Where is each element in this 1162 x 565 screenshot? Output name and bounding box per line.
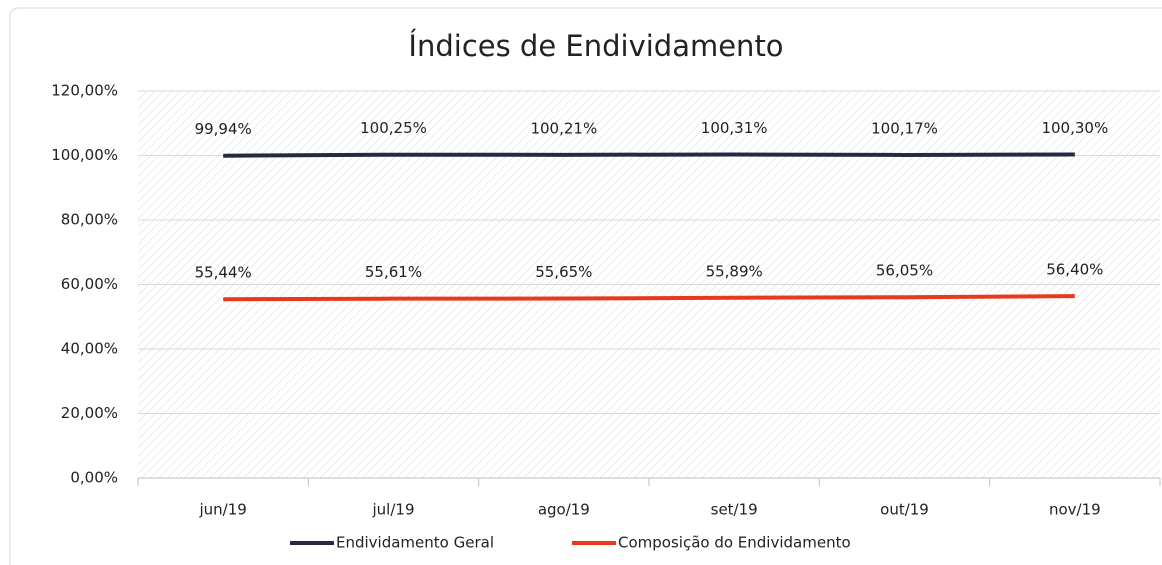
data-label: 100,25%: [360, 119, 427, 137]
x-tick-label: out/19: [880, 501, 929, 519]
data-label: 55,65%: [535, 263, 592, 281]
x-tick-label: jun/19: [199, 501, 247, 519]
legend-label: Endividamento Geral: [336, 534, 494, 552]
x-tick-label: nov/19: [1049, 501, 1101, 519]
data-label: 55,44%: [195, 264, 252, 282]
data-label: 55,61%: [365, 263, 422, 281]
data-label: 100,30%: [1041, 119, 1108, 137]
data-label: 100,31%: [701, 119, 768, 137]
series-line: [223, 294, 1075, 302]
x-tick-label: jul/19: [372, 501, 415, 519]
series-line: [223, 152, 1075, 158]
y-tick-label: 60,00%: [61, 275, 118, 293]
data-label: 100,21%: [530, 119, 597, 137]
data-label: 55,89%: [706, 262, 763, 280]
x-tick-label: ago/19: [538, 501, 590, 519]
legend-label: Composição do Endividamento: [618, 534, 851, 552]
y-tick-label: 120,00%: [51, 82, 118, 100]
y-tick-label: 40,00%: [61, 340, 118, 358]
data-label: 99,94%: [195, 120, 252, 138]
data-label: 100,17%: [871, 119, 938, 137]
data-label: 56,05%: [876, 262, 933, 280]
y-tick-label: 0,00%: [70, 469, 118, 487]
x-tick-label: set/19: [711, 501, 758, 519]
y-tick-label: 80,00%: [61, 211, 118, 229]
chart-title: Índices de Endividamento: [408, 29, 783, 63]
y-tick-label: 20,00%: [61, 404, 118, 422]
data-label: 56,40%: [1046, 261, 1103, 279]
y-tick-label: 100,00%: [51, 146, 118, 164]
